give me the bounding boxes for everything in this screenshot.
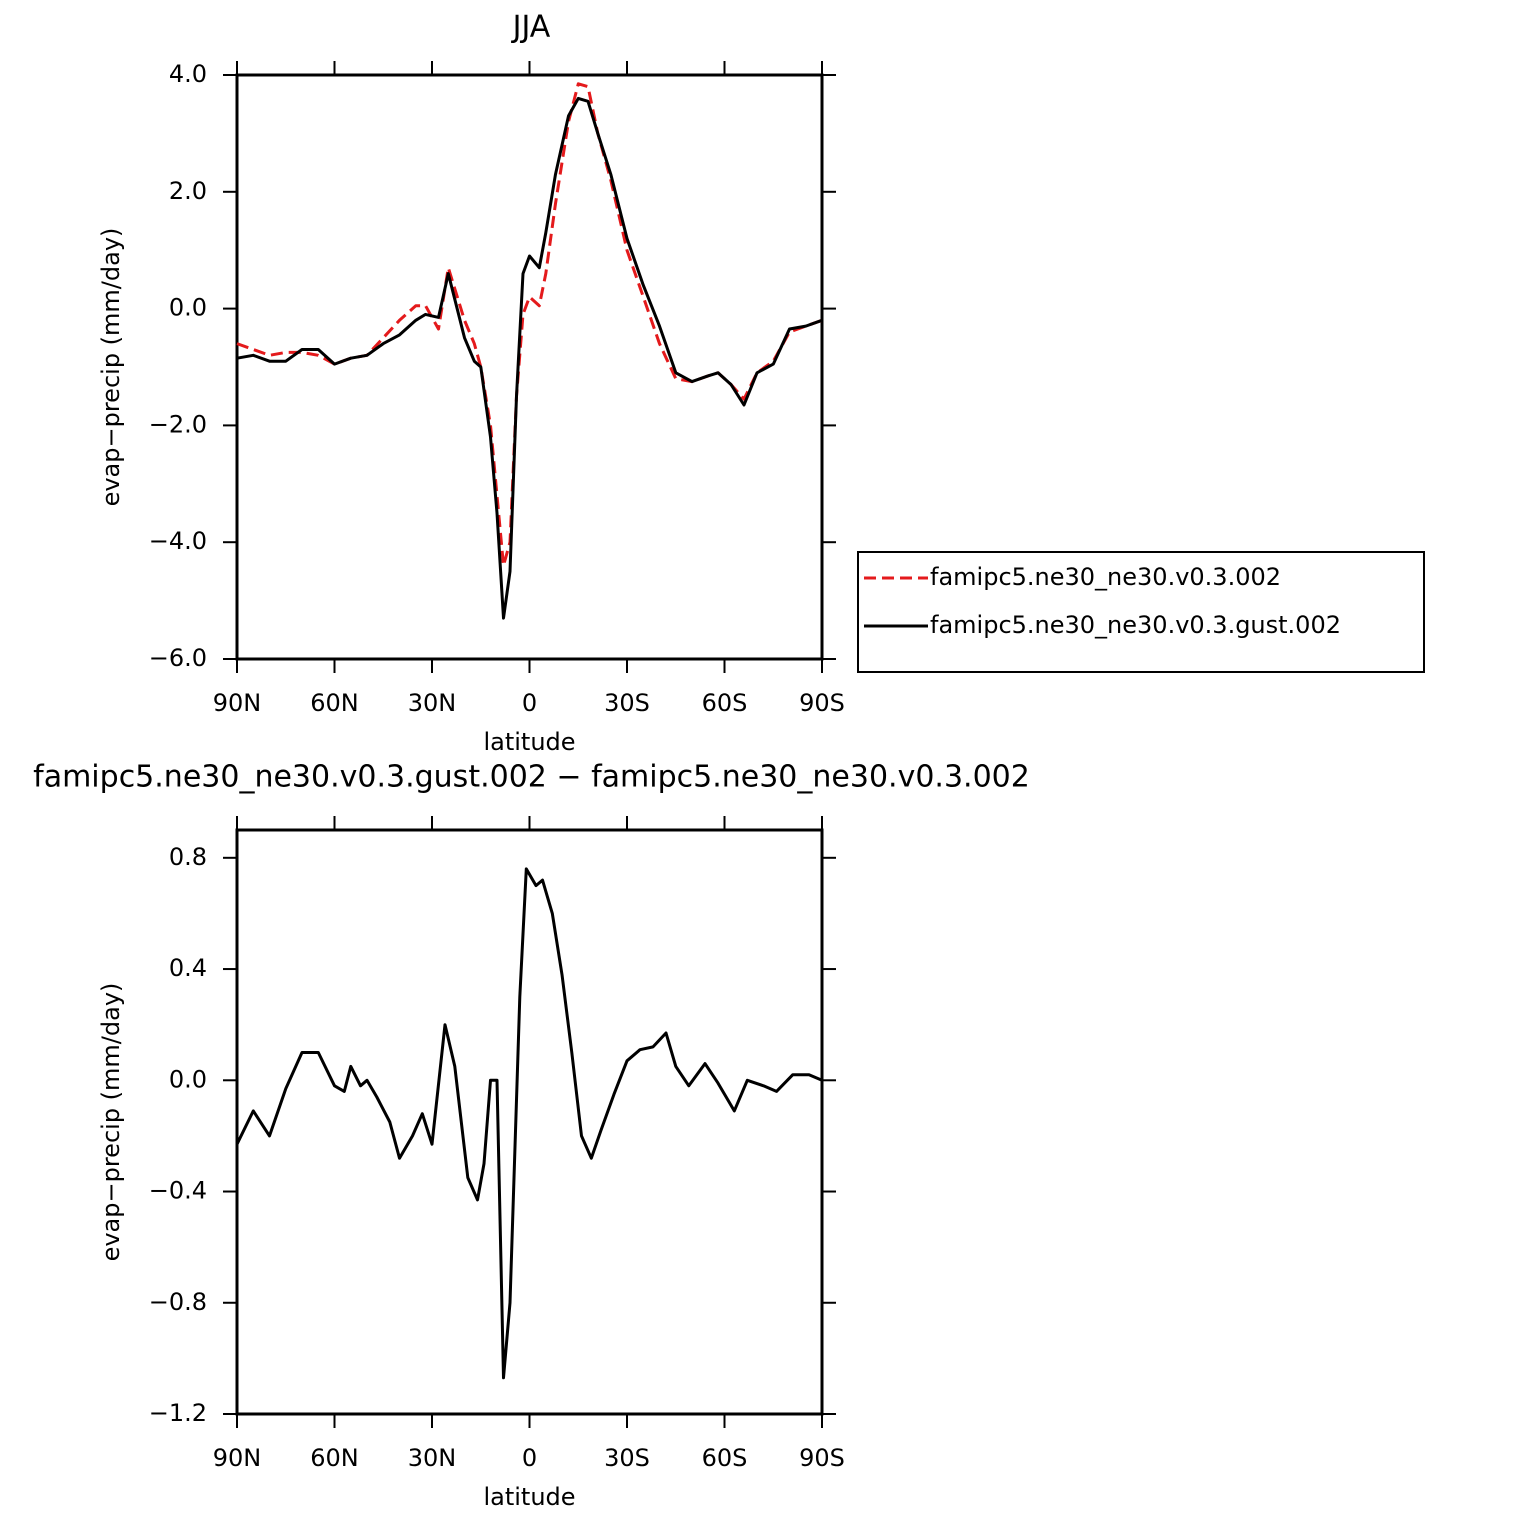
y-tick-label: 4.0 [169,60,207,88]
x-tick-label: 0 [522,1444,537,1472]
legend-box [857,551,1425,673]
x-tick-label: 30S [604,689,650,717]
x-tick-label: 60N [310,1444,359,1472]
data-line [235,867,823,1380]
y-tick-label: −0.4 [149,1177,207,1205]
y-axis-label: evap−precip (mm/day) [97,228,125,507]
plot-frame [235,828,824,1416]
x-tick-label: 30N [408,1444,457,1472]
y-tick-label: 0.0 [169,1065,207,1093]
x-tick-label: 30S [604,1444,650,1472]
legend-label: famipc5.ne30_ne30.v0.3.002 [930,563,1281,591]
data-line [236,82,823,568]
x-tick-label: 90N [213,1444,262,1472]
x-tick-label: 60S [702,689,748,717]
legend-label: famipc5.ne30_ne30.v0.3.gust.002 [930,611,1341,639]
y-tick-label: −6.0 [149,644,207,672]
y-tick-label: −2.0 [149,410,207,438]
y-axis-label: evap−precip (mm/day) [97,983,125,1262]
x-tick-label: 90S [799,689,845,717]
data-line [236,96,823,620]
y-tick-label: 0.0 [169,294,207,322]
y-tick-label: −4.0 [149,527,207,555]
x-tick-label: 90S [799,1444,845,1472]
x-tick-label: 0 [522,689,537,717]
y-tick-label: −0.8 [149,1288,207,1316]
plot-frame [235,73,824,661]
x-axis-label: latitude [483,1483,575,1511]
x-tick-label: 30N [408,689,457,717]
y-tick-label: 0.4 [169,954,207,982]
y-tick-label: 2.0 [169,177,207,205]
x-tick-label: 60N [310,689,359,717]
x-tick-label: 90N [213,689,262,717]
y-tick-label: 0.8 [169,843,207,871]
chart-title: JJA [511,10,551,45]
x-axis-label: latitude [483,728,575,756]
chart-title: famipc5.ne30_ne30.v0.3.gust.002 − famipc… [33,760,1030,795]
y-tick-label: −1.2 [149,1399,207,1427]
x-tick-label: 60S [702,1444,748,1472]
